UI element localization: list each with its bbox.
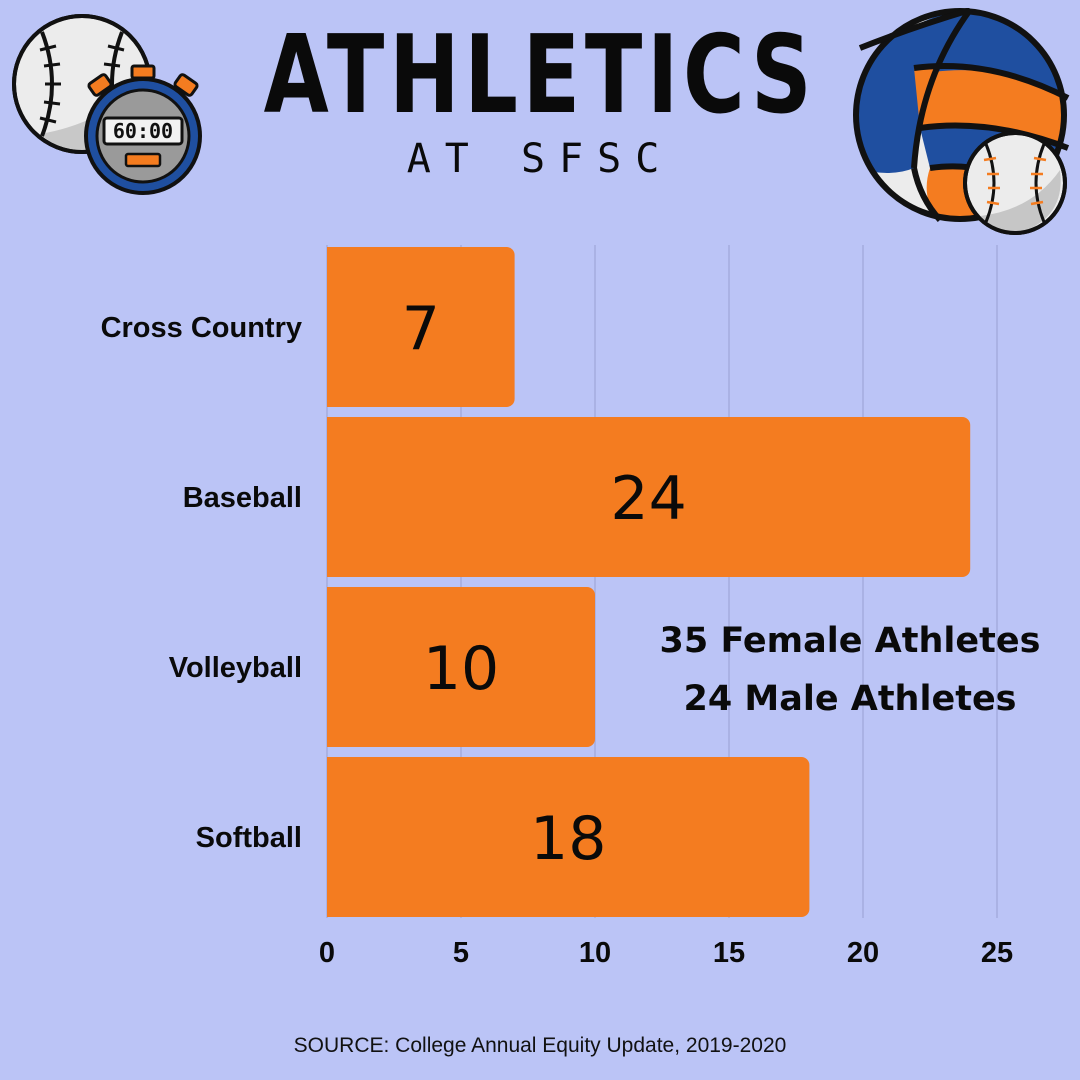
- category-label: Cross Country: [101, 312, 302, 344]
- data-label: 10: [423, 634, 499, 704]
- x-tick-label: 25: [981, 937, 1013, 969]
- male-athletes-count: 24 Male Athletes: [683, 679, 1017, 719]
- x-tick-label: 10: [579, 937, 611, 969]
- bar-left-edge: [327, 247, 337, 407]
- bar-left-edge: [327, 757, 337, 917]
- female-athletes-count: 35 Female Athletes: [659, 621, 1041, 661]
- data-label: 18: [530, 804, 606, 874]
- category-label: Volleyball: [169, 652, 302, 684]
- x-tick-label: 20: [847, 937, 879, 969]
- bar-left-edge: [327, 587, 337, 747]
- stopwatch-display: 60:00: [113, 119, 173, 143]
- bar-chart: 0 5 10 15 20 25 Cross Country 7 Baseball 24 Volley…: [101, 245, 1013, 969]
- bar: [327, 757, 810, 917]
- baseball-icon: [963, 131, 1067, 235]
- category-label: Softball: [196, 822, 302, 854]
- x-tick-label: 5: [453, 937, 469, 969]
- bar: [327, 587, 595, 747]
- bar-left-edge: [327, 417, 337, 577]
- data-label: 24: [610, 464, 686, 534]
- page-title: ATHLETICS: [263, 13, 817, 138]
- data-label: 7: [402, 294, 440, 364]
- source-note: SOURCE: College Annual Equity Update, 20…: [293, 1034, 787, 1057]
- bar: [327, 247, 515, 407]
- category-label: Baseball: [183, 482, 302, 514]
- athlete-totals: 35 Female Athletes 24 Male Athletes: [620, 612, 1080, 728]
- x-tick-label: 15: [713, 937, 745, 969]
- page-subtitle: AT SFSC: [406, 136, 674, 182]
- bar: [327, 417, 971, 577]
- x-tick-label: 0: [319, 937, 335, 969]
- stopwatch-icon: 60:00: [84, 64, 202, 195]
